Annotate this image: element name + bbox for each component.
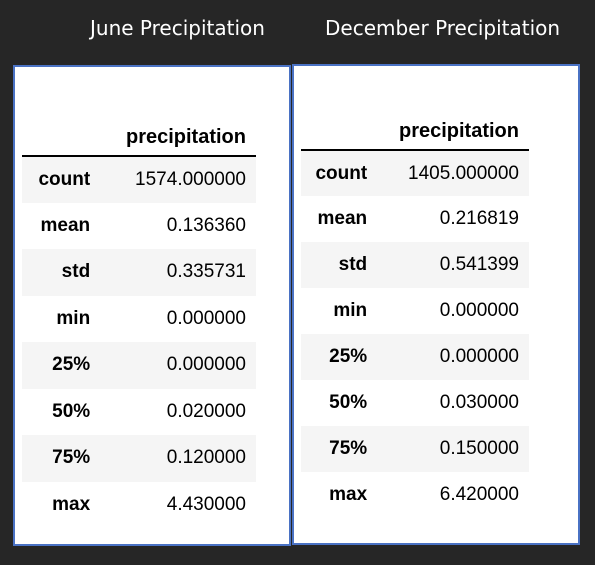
- stat-value: 0.136360: [166, 214, 246, 236]
- table-row: std 0.541399: [301, 242, 529, 288]
- column-header: precipitation: [377, 99, 529, 151]
- stat-value: 0.030000: [439, 392, 519, 413]
- december-table: precipitation count 1405.000000 mean 0.216…: [301, 99, 529, 518]
- stat-value: 0.216819: [439, 208, 519, 229]
- stat-value: 0.000000: [166, 307, 246, 329]
- stat-value: 4.430000: [166, 493, 246, 515]
- table-row: 75% 0.120000: [22, 435, 256, 482]
- table-row: 75% 0.150000: [301, 426, 529, 472]
- table-row: count 1574.000000: [22, 156, 256, 203]
- stat-label: 50%: [52, 400, 91, 422]
- stat-value: 1405.000000: [377, 150, 529, 196]
- stat-label: 75%: [22, 435, 101, 482]
- stat-value: 0.541399: [377, 242, 529, 288]
- stat-label: mean: [317, 208, 368, 229]
- table-row: std 0.335731: [22, 249, 256, 296]
- june-panel: precipitation count 1574.000000 mean 0.136…: [13, 65, 291, 546]
- stat-value: 0.000000: [377, 334, 529, 380]
- table-row: 25% 0.000000: [301, 334, 529, 380]
- table-row: 50% 0.030000: [301, 380, 529, 426]
- december-title: December Precipitation: [325, 16, 561, 40]
- corner-cell: [22, 105, 101, 157]
- december-panel: precipitation count 1405.000000 mean 0.216…: [292, 64, 580, 545]
- corner-cell: [301, 99, 378, 151]
- stat-value: 0.000000: [439, 300, 519, 321]
- stat-value: 6.420000: [439, 484, 519, 505]
- june-table: precipitation count 1574.000000 mean 0.136…: [22, 105, 256, 528]
- stat-label: min: [333, 300, 368, 321]
- table-row: max 6.420000: [301, 472, 529, 518]
- table-row: max 4.430000: [22, 482, 256, 529]
- table-row: min 0.000000: [301, 288, 529, 334]
- stat-label: min: [56, 307, 91, 329]
- stat-label: 50%: [329, 392, 368, 413]
- table-row: 25% 0.000000: [22, 342, 256, 389]
- stat-label: std: [22, 249, 101, 296]
- table-row: count 1405.000000: [301, 150, 529, 196]
- stat-value: 0.150000: [377, 426, 529, 472]
- stat-label: max: [52, 493, 91, 515]
- stat-value: 0.335731: [100, 249, 256, 296]
- stat-label: max: [329, 484, 368, 505]
- column-header: precipitation: [100, 105, 256, 157]
- stat-label: count: [301, 150, 378, 196]
- table-row: 50% 0.020000: [22, 389, 256, 436]
- stat-label: 25%: [22, 342, 101, 389]
- stat-value: 1574.000000: [100, 156, 256, 203]
- stat-label: 75%: [301, 426, 378, 472]
- stat-label: count: [22, 156, 101, 203]
- stat-label: std: [301, 242, 378, 288]
- stat-value: 0.020000: [166, 400, 246, 422]
- table-row: mean 0.216819: [301, 196, 529, 242]
- table-row: min 0.000000: [22, 296, 256, 343]
- table-row: mean 0.136360: [22, 203, 256, 250]
- june-title: June Precipitation: [90, 16, 265, 40]
- stat-label: 25%: [301, 334, 378, 380]
- stat-value: 0.120000: [100, 435, 256, 482]
- stat-value: 0.000000: [100, 342, 256, 389]
- stat-label: mean: [40, 214, 91, 236]
